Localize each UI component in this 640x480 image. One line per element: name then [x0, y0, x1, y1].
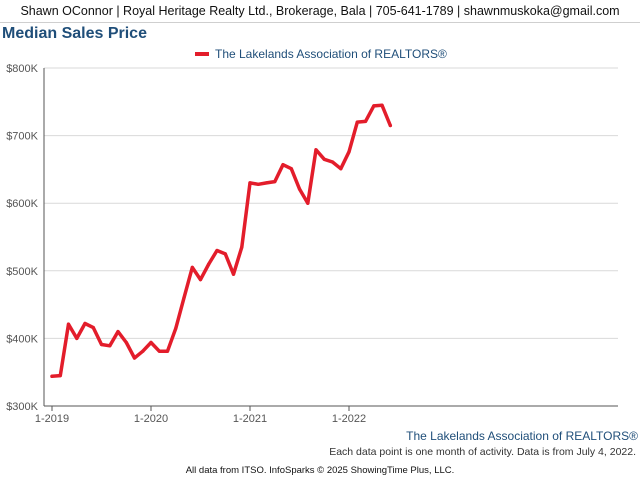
- data-point: [207, 262, 211, 266]
- data-point: [281, 163, 285, 167]
- data-point: [231, 272, 236, 276]
- legend-label: The Lakelands Association of REALTORS®: [215, 47, 447, 61]
- data-point: [50, 374, 54, 378]
- series-line: [50, 103, 393, 379]
- data-point: [297, 187, 302, 191]
- y-tick-label: $300K: [6, 401, 38, 413]
- y-tick-label: $500K: [6, 266, 38, 278]
- contact-text: Shawn OConnor | Royal Heritage Realty Lt…: [20, 4, 620, 18]
- line-chart: $300K $400K $500K $600K $700K $800K 1-2019 1-20…: [6, 63, 618, 425]
- data-point: [141, 349, 145, 353]
- y-tick-label: $400K: [6, 333, 38, 345]
- credit-footer: All data from ITSO. InfoSparks © 2025 Sh…: [185, 465, 455, 476]
- chart-title: Median Sales Price: [2, 25, 147, 42]
- data-point: [116, 330, 120, 334]
- legend-swatch: [195, 52, 209, 56]
- brand-label: The Lakelands Association of REALTORS®: [406, 429, 638, 443]
- data-point: [99, 342, 104, 347]
- x-tick-label: 1-2022: [332, 413, 366, 425]
- data-point: [124, 340, 128, 345]
- data-point: [182, 296, 186, 300]
- data-point: [223, 252, 227, 256]
- data-point: [248, 181, 252, 185]
- data-point: [372, 104, 376, 108]
- x-tick-label: 1-2021: [233, 413, 267, 425]
- data-point: [75, 336, 79, 340]
- data-point: [347, 150, 351, 154]
- x-tick-label: 1-2019: [35, 413, 69, 425]
- data-point: [314, 148, 318, 152]
- data-point: [108, 344, 112, 348]
- data-point: [83, 321, 87, 326]
- data-point: [306, 201, 310, 205]
- data-point: [132, 356, 137, 360]
- data-point: [240, 245, 244, 249]
- data-point: [264, 181, 269, 185]
- data-point: [289, 167, 293, 171]
- data-point: [256, 182, 260, 186]
- data-point: [388, 123, 392, 128]
- chart-legend: The Lakelands Association of REALTORS®: [195, 46, 447, 62]
- contact-header: Shawn OConnor | Royal Heritage Realty Lt…: [0, 0, 640, 23]
- data-point: [58, 374, 62, 378]
- data-note: Each data point is one month of activity…: [329, 446, 636, 458]
- series-layer: [50, 103, 393, 379]
- data-point: [363, 119, 368, 123]
- axis-layer: $300K $400K $500K $600K $700K $800K 1-2019 1-20…: [6, 63, 618, 425]
- data-point: [149, 340, 153, 345]
- data-point: [322, 157, 326, 161]
- data-point: [198, 278, 203, 282]
- data-point: [66, 322, 71, 326]
- data-point: [339, 167, 343, 171]
- data-point: [273, 180, 277, 184]
- data-point: [165, 349, 170, 353]
- grid-layer: [44, 67, 618, 339]
- data-point: [380, 103, 384, 107]
- data-point: [215, 248, 219, 253]
- data-point: [174, 326, 178, 330]
- data-point: [157, 349, 161, 353]
- x-tick-label: 1-2020: [134, 413, 168, 425]
- y-tick-label: $600K: [6, 198, 38, 210]
- data-point: [330, 160, 335, 164]
- data-point: [355, 120, 359, 124]
- data-point: [91, 326, 95, 330]
- data-point: [190, 265, 194, 269]
- y-tick-label: $800K: [6, 63, 38, 75]
- y-tick-label: $700K: [6, 131, 38, 143]
